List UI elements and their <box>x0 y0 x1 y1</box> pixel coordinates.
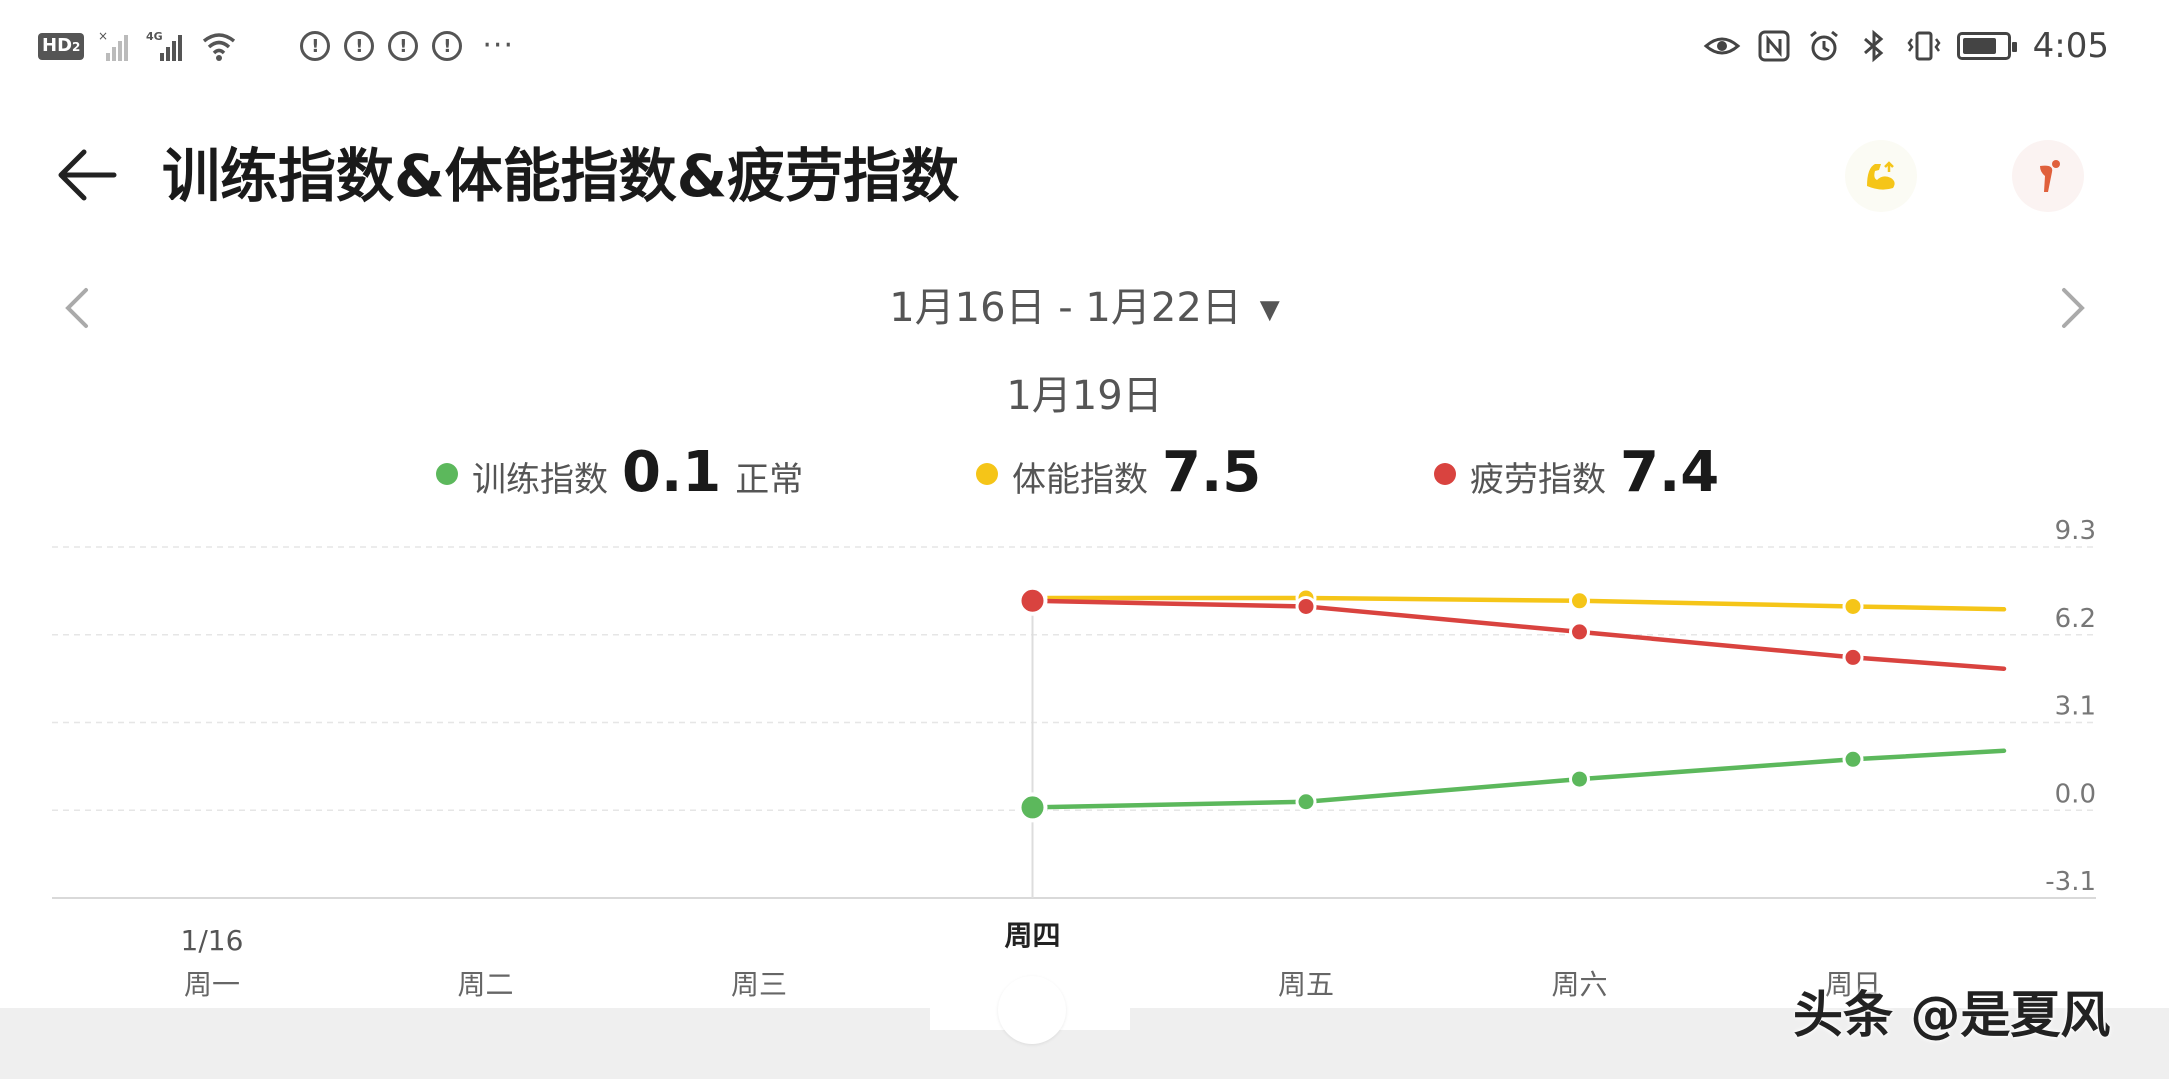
legend-value: 7.4 <box>1620 440 1720 505</box>
app-bar: 训练指数&体能指数&疲劳指数 <box>0 120 2169 235</box>
legend-dot-fatigue <box>1434 463 1456 485</box>
x-tick-label: 周四 <box>1004 919 1060 952</box>
bluetooth-icon <box>1863 29 1883 63</box>
x-tick-label: 周二 <box>457 968 513 1001</box>
nfc-icon <box>1758 30 1790 62</box>
status-bar-left: HD2 × 4G ! ! ! ! ··· <box>38 24 514 68</box>
legend: 训练指数 0.1 正常 体能指数 7.5 疲劳指数 7.4 <box>0 440 2169 510</box>
data-point <box>1569 621 1590 643</box>
y-tick-label: 6.2 <box>2055 604 2096 634</box>
alarm-icon <box>1809 30 1838 61</box>
selected-date: 1月19日 <box>1006 373 1163 419</box>
x-tick-label: 周一 <box>184 968 240 1001</box>
day-scrubber-handle[interactable] <box>998 976 1066 1044</box>
more-notifications-icon: ··· <box>482 28 514 63</box>
signal-4g-icon: 4G <box>146 30 183 61</box>
wifi-icon <box>203 33 236 61</box>
legend-item-fitness: 体能指数 7.5 <box>976 440 1275 505</box>
legend-label: 训练指数 <box>472 460 608 500</box>
legend-value: 7.5 <box>1162 440 1262 505</box>
alert-icon: ! <box>344 31 375 61</box>
x-tick-label: 周六 <box>1551 968 1607 1001</box>
data-point <box>1295 791 1317 813</box>
data-point <box>1017 792 1048 823</box>
legend-label: 体能指数 <box>1012 460 1148 500</box>
legend-value: 0.1 <box>622 440 722 505</box>
data-point <box>1842 646 1864 668</box>
muscle-icon <box>1867 161 1895 190</box>
body-button[interactable] <box>2012 140 2084 212</box>
y-tick-label: 9.3 <box>2055 516 2096 546</box>
body-icon <box>2040 160 2060 192</box>
data-point <box>1295 595 1317 617</box>
y-tick-label: 3.1 <box>2055 692 2096 722</box>
battery-icon <box>1956 32 2017 60</box>
data-point <box>1017 585 1048 616</box>
svg-text:×: × <box>98 29 108 43</box>
back-arrow-icon[interactable] <box>54 142 120 208</box>
legend-label: 疲劳指数 <box>1470 460 1606 500</box>
x-tick-label: 周三 <box>731 968 787 1001</box>
page-title: 训练指数&体能指数&疲劳指数 <box>162 142 960 210</box>
data-point <box>1842 595 1864 617</box>
legend-dot-training <box>436 463 458 485</box>
caret-down-icon: ▼ <box>1259 295 1280 325</box>
chevron-right-icon[interactable] <box>2048 278 2098 338</box>
legend-dot-fitness <box>976 463 998 485</box>
status-bar: HD2 × 4G ! ! ! ! ··· <box>0 0 2169 90</box>
legend-status: 正常 <box>735 460 804 500</box>
muscle-button[interactable] <box>1845 140 1917 212</box>
hd-badge: HD2 <box>38 32 85 60</box>
x-tick-label: 周五 <box>1278 968 1334 1001</box>
status-bar-right: 4:05 <box>1703 24 2109 68</box>
alert-icon: ! <box>432 31 463 61</box>
svg-text:4G: 4G <box>146 30 163 43</box>
vibrate-icon <box>1907 31 1941 61</box>
first-date-label: 1/16 <box>181 924 244 957</box>
date-navigator: 1月16日 - 1月22日 ▼ <box>0 268 2169 348</box>
data-point <box>1569 768 1590 790</box>
eye-icon <box>1703 37 1740 55</box>
battery-level <box>1962 38 1997 54</box>
legend-item-fatigue: 疲劳指数 7.4 <box>1434 440 1733 505</box>
date-range-label: 1月16日 - 1月22日 <box>889 285 1242 331</box>
chevron-left-icon[interactable] <box>52 278 102 338</box>
data-point <box>1569 590 1590 612</box>
alert-icon: ! <box>300 31 331 61</box>
date-range-selector[interactable]: 1月16日 - 1月22日 ▼ <box>0 280 2169 338</box>
x-tick-label: 周日 <box>1825 968 1881 1001</box>
watermark: 头条 @是夏风 <box>1793 986 2111 1044</box>
index-line-chart[interactable]: 9.3 6.2 3.1 0.0 -3.1 1/16 周一 周二 周三 周四周五 周六 周日 <box>0 500 2169 1040</box>
y-tick-label: 0.0 <box>2055 779 2096 809</box>
y-tick-label: -3.1 <box>2045 867 2096 897</box>
signal-disabled-icon: × <box>98 29 129 61</box>
data-point <box>1842 748 1864 770</box>
clock: 4:05 <box>2032 26 2109 66</box>
alert-icon: ! <box>388 31 419 61</box>
legend-item-training: 训练指数 0.1 正常 <box>436 440 803 505</box>
